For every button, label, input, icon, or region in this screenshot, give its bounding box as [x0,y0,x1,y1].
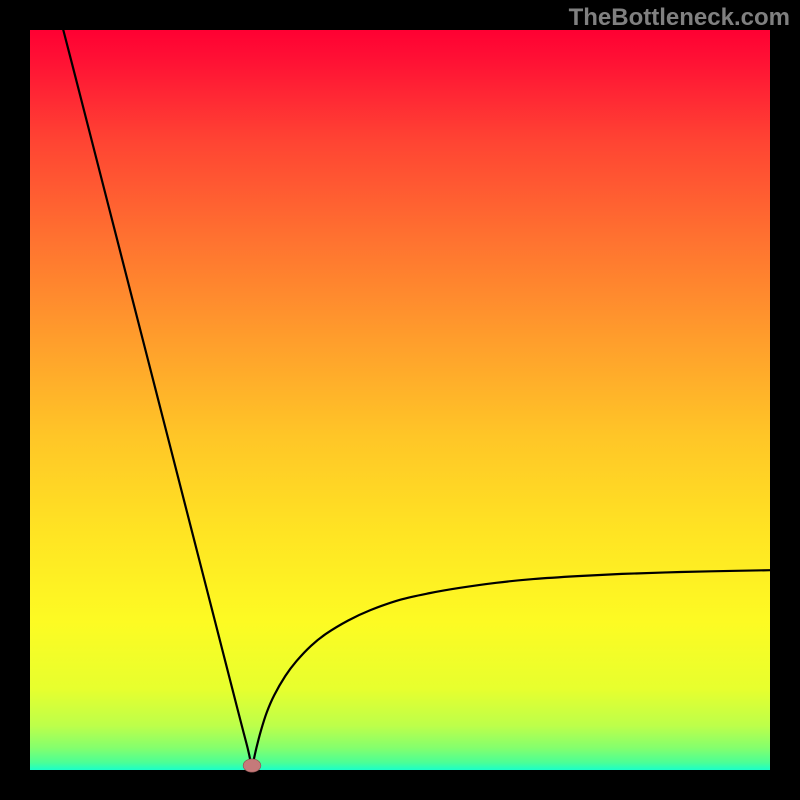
watermark-text: TheBottleneck.com [569,4,790,32]
bottleneck-chart [0,0,800,800]
plot-background [30,30,770,770]
optimal-point-marker [243,759,261,772]
chart-frame: TheBottleneck.com [0,0,800,800]
